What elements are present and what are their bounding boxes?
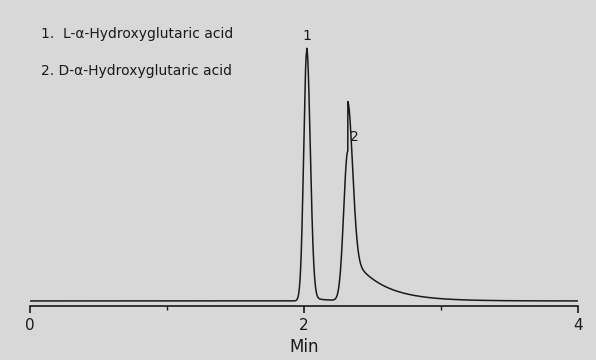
Text: 2. D-α-Hydroxyglutaric acid: 2. D-α-Hydroxyglutaric acid: [41, 64, 232, 78]
X-axis label: Min: Min: [289, 338, 319, 356]
Text: 1: 1: [302, 29, 311, 43]
Text: 2: 2: [350, 130, 359, 144]
Text: 1.  L-α-Hydroxyglutaric acid: 1. L-α-Hydroxyglutaric acid: [41, 27, 233, 41]
